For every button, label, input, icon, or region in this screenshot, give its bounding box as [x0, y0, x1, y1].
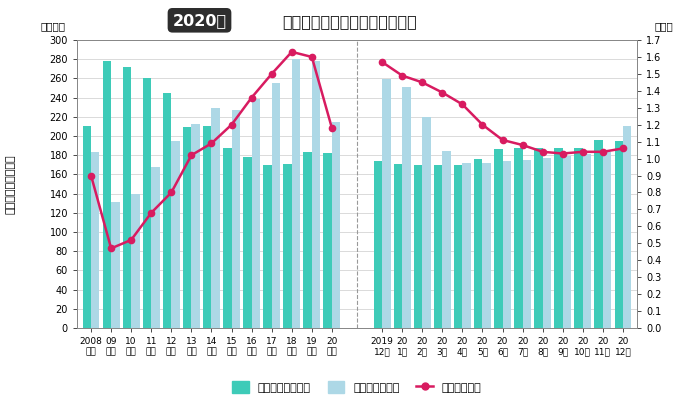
Bar: [203, 126, 211, 328]
Text: （万人）: （万人）: [41, 21, 66, 31]
Bar: [463, 163, 471, 328]
Bar: [534, 148, 542, 328]
Y-axis label: 有効求人・有効求職: 有効求人・有効求職: [6, 154, 15, 214]
Bar: [514, 148, 523, 328]
Bar: [442, 151, 451, 328]
Bar: [402, 87, 411, 328]
Bar: [503, 161, 511, 328]
Bar: [111, 202, 120, 328]
Bar: [191, 124, 200, 328]
Bar: [272, 83, 280, 328]
Bar: [243, 157, 251, 328]
Text: （倍）: （倍）: [654, 21, 673, 31]
Bar: [284, 164, 292, 328]
Bar: [474, 159, 482, 328]
Bar: [575, 148, 583, 328]
Bar: [615, 141, 623, 328]
Bar: [122, 67, 131, 328]
Bar: [292, 59, 300, 328]
Bar: [232, 110, 240, 328]
Bar: [454, 165, 463, 328]
Bar: [223, 148, 232, 328]
Bar: [594, 140, 603, 328]
Bar: [163, 93, 172, 328]
Bar: [183, 127, 191, 328]
Bar: [211, 108, 220, 328]
Bar: [151, 167, 160, 328]
Bar: [172, 141, 180, 328]
Bar: [482, 163, 491, 328]
Bar: [374, 161, 382, 328]
Bar: [603, 152, 611, 328]
Bar: [623, 126, 631, 328]
Legend: 月間有効求職者数, 月間有効求人数, 有効求人倍率: 月間有効求職者数, 月間有効求人数, 有効求人倍率: [228, 377, 486, 397]
Bar: [542, 158, 551, 328]
Text: 2020年: 2020年: [172, 13, 227, 28]
Bar: [434, 165, 442, 328]
Bar: [583, 154, 592, 328]
Bar: [143, 78, 151, 328]
Bar: [494, 150, 503, 328]
Bar: [422, 117, 430, 328]
Bar: [523, 160, 531, 328]
Bar: [414, 165, 422, 328]
Bar: [91, 152, 99, 328]
Bar: [563, 156, 571, 328]
Bar: [83, 126, 91, 328]
Bar: [312, 61, 321, 328]
Bar: [393, 164, 402, 328]
Text: 求人・求職及び求人倍率の推移: 求人・求職及び求人倍率の推移: [283, 14, 417, 29]
Bar: [303, 152, 312, 328]
Bar: [263, 165, 272, 328]
Bar: [251, 98, 260, 328]
Bar: [554, 148, 563, 328]
Bar: [382, 79, 391, 328]
Bar: [131, 194, 139, 328]
Bar: [103, 61, 111, 328]
Bar: [323, 153, 332, 328]
Bar: [332, 122, 340, 328]
